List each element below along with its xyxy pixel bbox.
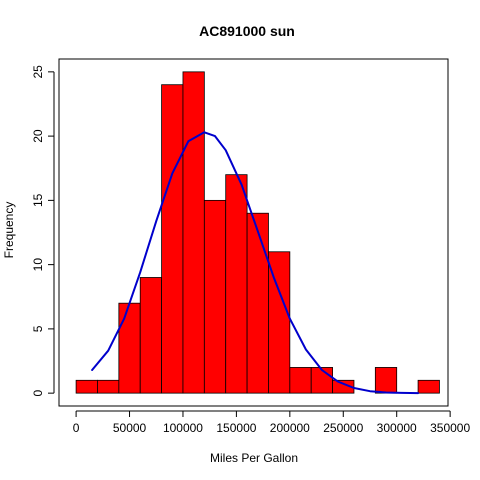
histogram-bar-16 xyxy=(417,379,440,394)
x-tick-label-3: 150000 xyxy=(216,421,256,435)
x-tick-label-0: 0 xyxy=(73,421,80,435)
histogram-bar-7 xyxy=(225,174,248,394)
density-curve-group xyxy=(91,131,420,395)
x-tick-label-5: 250000 xyxy=(323,421,363,435)
x-tick-label-4: 200000 xyxy=(270,421,310,435)
y-tick-label-3: 15 xyxy=(31,193,45,207)
x-axis: 0 50000 100000 150000 200000 250000 300000 3500… xyxy=(73,410,470,435)
histogram-bar-10 xyxy=(289,367,312,394)
plot-frame xyxy=(58,58,449,407)
y-tick-label-1: 5 xyxy=(31,325,45,332)
histogram-bars xyxy=(75,71,440,394)
histogram-bar-9 xyxy=(268,251,291,394)
histogram-bar-1 xyxy=(97,379,120,394)
y-tick-label-2: 10 xyxy=(31,258,45,272)
x-tick-label-6: 300000 xyxy=(377,421,417,435)
histogram-bar-12 xyxy=(332,379,355,394)
histogram-bar-0 xyxy=(75,379,98,394)
x-axis-label: Miles Per Gallon xyxy=(210,451,298,465)
histogram-bar-6 xyxy=(203,199,227,394)
chart-title: AC891000 sun xyxy=(199,23,295,39)
y-tick-label-4: 20 xyxy=(31,129,45,143)
x-tick-label-1: 50000 xyxy=(113,421,147,435)
y-tick-label-5: 25 xyxy=(31,65,45,79)
x-tick-label-2: 100000 xyxy=(163,421,203,435)
histogram-bar-14 xyxy=(374,367,398,394)
histogram-bar-5 xyxy=(182,71,205,394)
y-axis-label: Frequency xyxy=(2,202,16,259)
histogram-bar-11 xyxy=(310,367,333,394)
x-tick-label-7: 350000 xyxy=(430,421,470,435)
histogram-bar-4 xyxy=(161,84,184,394)
histogram-bar-3 xyxy=(139,277,162,394)
histogram-bar-8 xyxy=(246,212,269,394)
histogram-bar-2 xyxy=(118,302,141,394)
y-tick-label-0: 0 xyxy=(31,389,45,396)
y-axis: 0 5 10 15 20 25 xyxy=(31,65,55,396)
density-curve xyxy=(91,131,420,395)
